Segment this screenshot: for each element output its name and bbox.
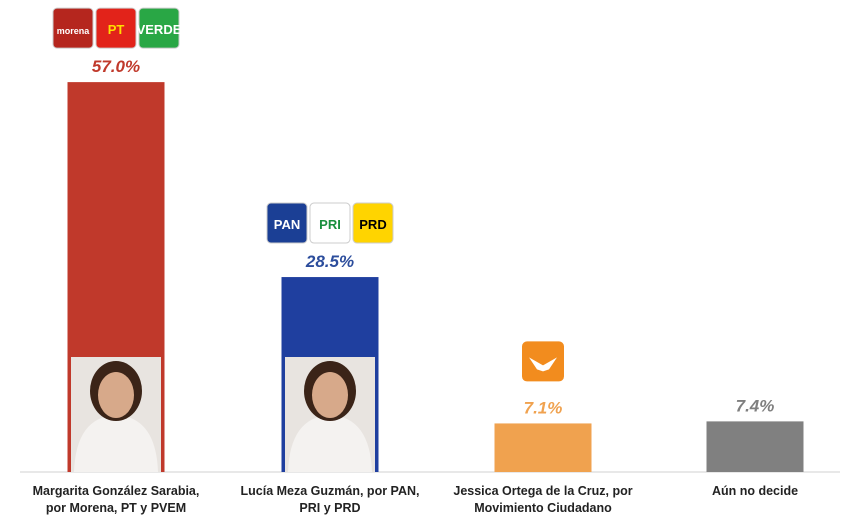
- party-logo: [138, 7, 180, 49]
- party-logo: [52, 7, 94, 49]
- category-label: Margarita González Sarabia, por Morena, …: [32, 484, 200, 515]
- party-logo-eagle: [529, 357, 557, 372]
- party-logo-text: morena: [57, 26, 91, 36]
- category-label: Lucía Meza Guzmán, por PAN, PRI y PRD: [240, 484, 420, 515]
- party-logo-text: PRD: [359, 217, 386, 232]
- category-label: Aún no decide: [711, 484, 799, 498]
- party-logo-text: PT: [108, 22, 125, 37]
- party-logo-text: PAN: [274, 217, 300, 232]
- photo-face: [312, 372, 348, 418]
- bar: [706, 421, 804, 472]
- value-label: 28.5%: [305, 252, 354, 271]
- party-logo-text: VERDE: [137, 22, 182, 37]
- photo-body: [288, 415, 372, 472]
- bar: [494, 423, 592, 472]
- category-label: Jessica Ortega de la Cruz, por Movimient…: [453, 484, 633, 515]
- value-label: 57.0%: [92, 57, 140, 76]
- photo-face: [98, 372, 134, 418]
- party-logo: [309, 202, 351, 244]
- party-logo: [95, 7, 137, 49]
- party-logo: [352, 202, 394, 244]
- value-label: 7.1%: [524, 398, 563, 417]
- party-logo: [522, 341, 564, 382]
- candidate-photo: [285, 357, 375, 472]
- party-logo-text: PRI: [319, 217, 341, 232]
- value-label: 7.4%: [736, 396, 775, 415]
- candidate-photo: [71, 357, 161, 472]
- party-logo: [266, 202, 308, 244]
- photo-body: [74, 415, 158, 472]
